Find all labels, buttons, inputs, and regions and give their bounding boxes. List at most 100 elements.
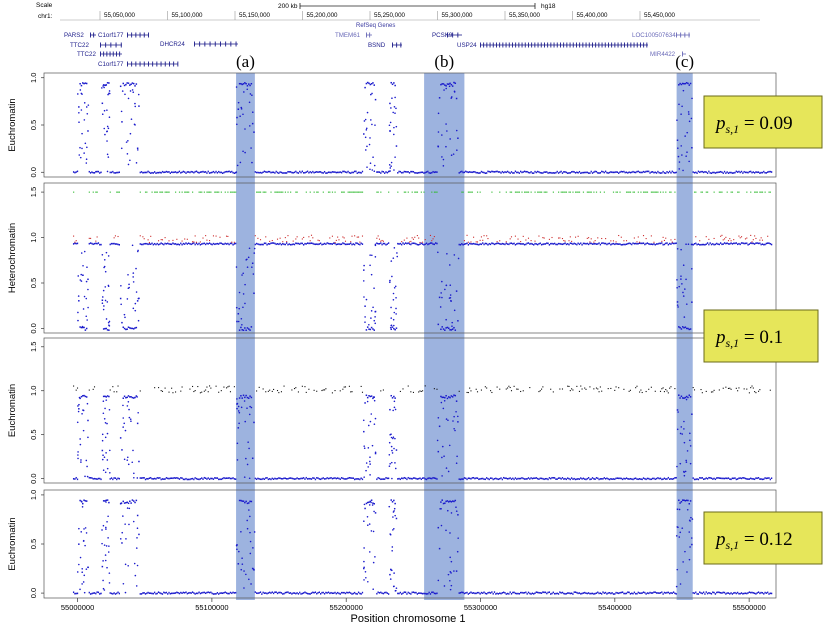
data-point [309,593,311,595]
data-point [249,84,251,87]
data-point [648,592,650,595]
data-point [410,170,412,173]
data-point-upper [467,391,469,394]
data-point [671,478,673,480]
data-point [418,171,420,174]
data-point [178,592,181,595]
data-point [416,172,419,174]
data-point [206,591,208,594]
data-point-top [352,191,354,193]
data-point [369,137,371,139]
data-point [739,592,741,595]
data-point [517,592,519,595]
data-point [102,587,105,590]
data-point [569,172,571,174]
data-point-upper [761,239,764,241]
data-point [235,171,238,173]
data-point [136,514,139,517]
data-point [131,461,134,464]
data-point [310,478,313,480]
data-point [453,415,455,418]
data-point [95,170,97,173]
data-point [652,171,654,173]
data-point [232,171,234,174]
data-point [108,545,110,547]
gene-exon [684,32,686,38]
data-point [203,591,205,594]
data-point [366,326,369,328]
data-point [550,242,552,245]
data-point-upper [220,390,222,392]
data-point [330,243,332,245]
data-point-upper [473,236,475,238]
data-point [169,477,171,480]
data-point [193,171,195,174]
data-point [414,591,416,594]
data-point [640,171,642,174]
data-point [765,477,768,480]
gene-label-ttc22: TTC22 [77,51,96,58]
data-point [556,478,558,480]
data-point [606,171,608,174]
data-point [753,172,756,174]
data-point [255,478,258,481]
data-point [114,477,117,479]
data-point [642,591,645,594]
data-point [108,92,110,95]
data-point [137,249,139,252]
data-point-upper [172,392,174,394]
data-point [644,171,646,173]
data-point-upper [721,234,723,236]
data-point-upper [662,387,664,389]
data-point [389,326,392,329]
data-point [502,171,505,174]
data-point [189,591,191,594]
data-point [241,323,243,326]
data-point [684,500,687,502]
data-point [132,500,135,502]
data-point [160,242,162,244]
gene-exon [127,32,128,38]
data-point-top [563,191,565,193]
data-point [249,552,252,555]
data-point [499,477,501,480]
data-point [604,170,607,173]
gene-exon [135,61,137,67]
data-point [593,171,595,174]
data-point [493,591,496,593]
data-point [467,477,470,480]
gene-exon [110,42,112,48]
data-point [112,170,114,173]
data-point-top [354,191,356,193]
data-point [97,477,100,480]
data-point [240,326,242,329]
data-point [238,397,241,399]
data-point [644,591,646,594]
data-point [108,408,111,411]
data-point [476,243,479,246]
data-point-upper [641,391,643,394]
data-point [688,160,690,163]
data-point [120,147,123,150]
data-point-top [731,191,734,193]
data-point [385,243,387,246]
data-point [137,411,139,414]
data-point [608,242,611,245]
data-point [682,561,684,563]
data-point [491,242,493,244]
data-point-upper [574,236,577,238]
data-point [105,528,107,530]
data-point [103,589,106,591]
data-point [495,593,497,595]
data-point-upper [411,237,413,239]
data-point-top [769,191,771,193]
data-point [552,243,554,245]
data-point [355,478,357,480]
data-point [472,476,475,479]
data-point-upper [640,389,642,391]
data-point [252,273,255,275]
data-point [684,326,687,328]
data-point [509,477,511,479]
data-point [351,171,353,174]
data-point [327,477,330,480]
